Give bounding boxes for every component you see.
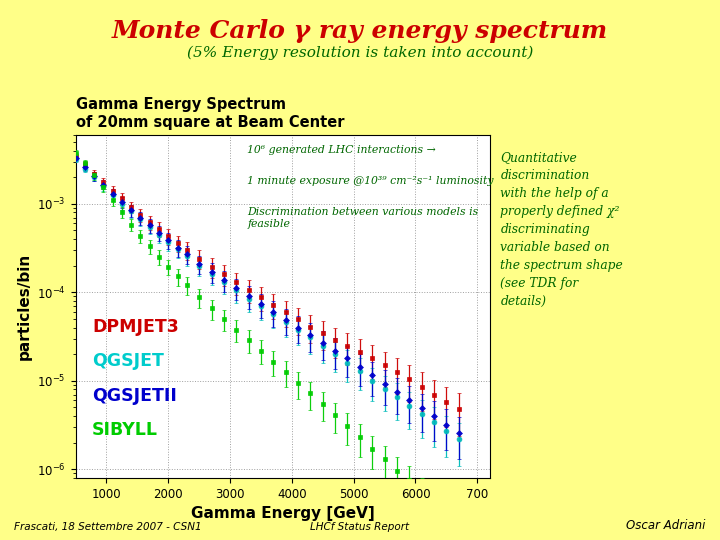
Text: QGSJETII: QGSJETII xyxy=(92,387,177,404)
Text: Oscar Adriani: Oscar Adriani xyxy=(626,519,706,532)
Text: Gamma Energy Spectrum
of 20mm square at Beam Center: Gamma Energy Spectrum of 20mm square at … xyxy=(76,97,344,130)
Text: QGSJET: QGSJET xyxy=(92,352,164,370)
Y-axis label: particles/bin: particles/bin xyxy=(17,253,32,360)
Text: Discrimination between various models is
feasible: Discrimination between various models is… xyxy=(248,207,479,228)
X-axis label: Gamma Energy [GeV]: Gamma Energy [GeV] xyxy=(191,506,374,521)
Text: LHCf Status Report: LHCf Status Report xyxy=(310,522,410,532)
Text: Quantitative
discrimination
with the help of a
properly defined χ²
discriminatin: Quantitative discrimination with the hel… xyxy=(500,151,623,308)
Text: SIBYLL: SIBYLL xyxy=(92,421,158,439)
Text: 1 minute exposure @10³⁹ cm⁻²s⁻¹ luminosity: 1 minute exposure @10³⁹ cm⁻²s⁻¹ luminosi… xyxy=(248,176,494,186)
Text: Monte Carlo γ ray energy spectrum: Monte Carlo γ ray energy spectrum xyxy=(112,19,608,43)
Text: (5% Energy resolution is taken into account): (5% Energy resolution is taken into acco… xyxy=(186,46,534,60)
Text: DPMJET3: DPMJET3 xyxy=(92,318,179,336)
Text: Frascati, 18 Settembre 2007 - CSN1: Frascati, 18 Settembre 2007 - CSN1 xyxy=(14,522,202,532)
Text: 10⁶ generated LHC interactions →: 10⁶ generated LHC interactions → xyxy=(248,145,436,156)
